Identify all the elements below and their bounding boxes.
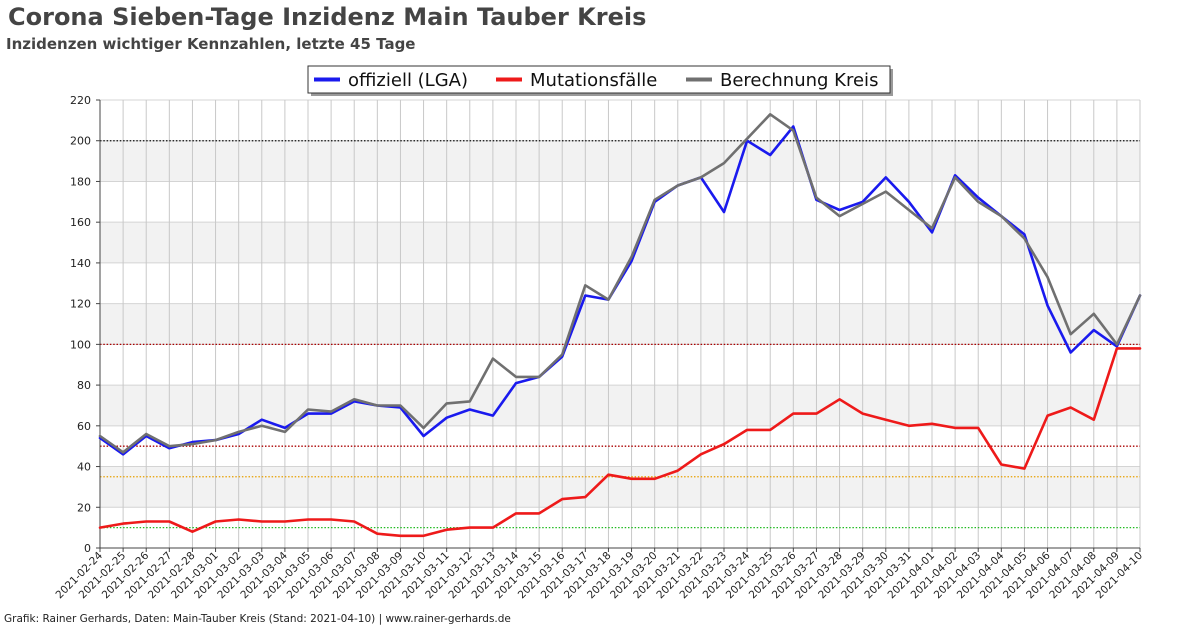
background-band — [100, 466, 1140, 508]
y-tick-label: 60 — [77, 420, 91, 433]
y-tick-label: 200 — [70, 135, 91, 148]
series-line-2 — [98, 347, 1142, 538]
footer-credit: Grafik: Rainer Gerhards, Daten: Main-Tau… — [4, 613, 511, 625]
background-band — [100, 140, 1140, 182]
background-band — [100, 385, 1140, 426]
y-tick-label: 160 — [70, 216, 91, 229]
legend: offiziell (LGA) Mutationsfälle Berechnung … — [307, 65, 893, 96]
legend-label: Mutationsfälle — [530, 70, 657, 91]
y-tick-label: 20 — [77, 501, 91, 514]
axes — [96, 99, 1141, 552]
series-lines — [98, 113, 1142, 538]
y-tick-label: 80 — [77, 379, 91, 392]
series-line-3 — [98, 113, 1142, 454]
y-tick-label: 100 — [70, 338, 91, 351]
legend-label: Berechnung Kreis — [720, 70, 878, 91]
y-tick-label: 0 — [84, 542, 91, 555]
chart-subtitle: Inzidenzen wichtiger Kennzahlen, letzte … — [6, 35, 416, 53]
background-band — [100, 222, 1140, 263]
y-tick-label: 140 — [70, 257, 91, 270]
background-bands — [100, 140, 1140, 508]
chart-title: Corona Sieben-Tage Inzidenz Main Tauber … — [8, 3, 647, 31]
y-tick-label: 120 — [70, 298, 91, 311]
legend-label: offiziell (LGA) — [348, 70, 468, 91]
x-tick-labels: 2021-02-242021-02-252021-02-262021-02-27… — [53, 549, 1145, 601]
y-tick-labels: 0 20 40 60 80 100 120 140 160 180 200 220 — [70, 94, 91, 555]
y-tick-label: 180 — [70, 175, 91, 188]
y-tick-label: 40 — [77, 461, 91, 474]
legend-box — [307, 65, 891, 94]
y-tick-label: 220 — [70, 94, 91, 107]
background-band — [100, 303, 1140, 345]
